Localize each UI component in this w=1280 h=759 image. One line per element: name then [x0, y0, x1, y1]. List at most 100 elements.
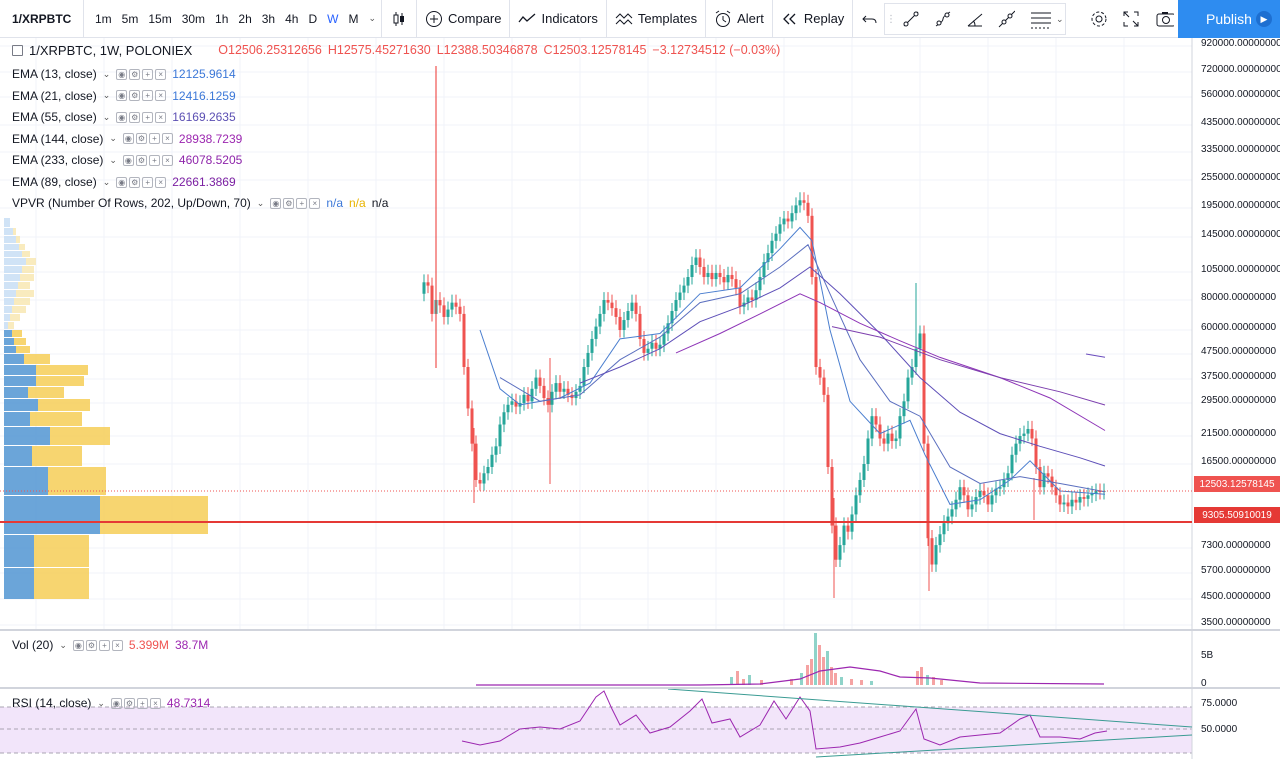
eye-icon[interactable]: ◉ [110, 697, 122, 709]
eye-icon[interactable]: ◉ [116, 68, 128, 80]
extended-line-icon[interactable] [997, 10, 1015, 28]
chevron-down-icon[interactable]: ⌄ [102, 176, 111, 187]
indicator-legend[interactable]: EMA (55, close) ⌄ ◉ ⚙ + × 16169.2635 [12, 108, 236, 126]
indicator-legend[interactable]: EMA (144, close) ⌄ ◉ ⚙ + × 28938.7239 [12, 130, 242, 148]
more-icon[interactable]: + [148, 133, 160, 145]
timeframe-30m[interactable]: 30m [181, 11, 206, 26]
timeframe-1h[interactable]: 1h [215, 11, 229, 26]
templates-button[interactable]: Templates [607, 0, 705, 38]
pane-divider[interactable] [0, 629, 1280, 631]
drag-handle-icon[interactable]: ⋮ [886, 13, 896, 25]
timeframe-15m[interactable]: 15m [148, 11, 172, 26]
gear-icon[interactable]: ⚙ [129, 176, 141, 188]
candle-body [474, 443, 478, 480]
more-icon[interactable]: + [142, 90, 154, 102]
ema-55-line [579, 266, 1106, 467]
gear-icon[interactable]: ⚙ [129, 90, 141, 102]
timeframe-D[interactable]: D [308, 11, 318, 26]
gear-icon[interactable]: ⚙ [129, 68, 141, 80]
alert-button[interactable]: Alert [706, 0, 772, 38]
chevron-down-icon[interactable]: ⌄ [109, 133, 117, 144]
eye-icon[interactable]: ◉ [116, 90, 128, 102]
publish-button[interactable]: Publish ▶ [1178, 0, 1280, 38]
timeframe-5m[interactable]: 5m [121, 11, 139, 26]
compare-button[interactable]: Compare [417, 0, 509, 38]
collapse-icon[interactable] [12, 44, 23, 56]
publish-arrow-icon[interactable]: ▶ [1256, 11, 1272, 27]
close-icon[interactable]: × [155, 111, 167, 123]
close-icon[interactable]: × [149, 697, 161, 709]
timeframe-M[interactable]: M [348, 11, 359, 26]
chevron-down-icon[interactable]: ⌄ [97, 697, 105, 708]
gear-icon[interactable]: ⚙ [135, 154, 147, 166]
price-pane[interactable]: 1/XRPBTC, 1W, POLONIEX O12506.25312656 H… [0, 38, 1280, 630]
rsi-chart[interactable] [0, 689, 1280, 759]
trend-line-icon[interactable] [901, 10, 919, 28]
price-chart[interactable] [0, 38, 1280, 630]
angle-line-icon[interactable] [965, 10, 983, 28]
chevron-down-icon[interactable]: ⌄ [102, 68, 111, 79]
timeframe-2h[interactable]: 2h [238, 11, 252, 26]
settings-button[interactable] [1082, 0, 1116, 38]
more-icon[interactable]: + [296, 197, 308, 209]
fullscreen-button[interactable] [1114, 0, 1148, 38]
eye-icon[interactable]: ◉ [122, 154, 134, 166]
close-icon[interactable]: × [309, 197, 321, 209]
chevron-down-icon[interactable]: ⌄ [1056, 13, 1064, 24]
close-icon[interactable]: × [155, 68, 167, 80]
gear-icon[interactable]: ⚙ [135, 133, 147, 145]
close-icon[interactable]: × [155, 90, 167, 102]
close-icon[interactable]: × [155, 176, 167, 188]
pane-divider[interactable] [0, 687, 1280, 689]
indicators-button[interactable]: Indicators [510, 0, 605, 38]
candle-body [850, 514, 854, 532]
more-icon[interactable]: + [98, 639, 110, 651]
eye-icon[interactable]: ◉ [122, 133, 134, 145]
candle-style-button[interactable] [382, 0, 416, 38]
more-icon[interactable]: + [148, 154, 160, 166]
ray-line-icon[interactable] [933, 10, 951, 28]
indicator-legend[interactable]: EMA (89, close) ⌄ ◉ ⚙ + × 22661.3869 [12, 173, 236, 191]
snapshot-button[interactable] [1148, 0, 1182, 38]
timeframe-W[interactable]: W [327, 11, 339, 26]
indicator-legend[interactable]: EMA (13, close) ⌄ ◉ ⚙ + × 12125.9614 [12, 65, 236, 83]
eye-icon[interactable]: ◉ [72, 639, 84, 651]
chevron-down-icon[interactable]: ⌄ [59, 639, 67, 650]
chevron-down-icon[interactable]: ⌄ [102, 111, 111, 122]
gear-icon[interactable]: ⚙ [129, 111, 141, 123]
vpvr-up-bar [4, 467, 48, 495]
rsi-legend: RSI (14, close) ⌄ ◉ ⚙ + × 48.7314 [12, 694, 210, 712]
gear-icon[interactable]: ⚙ [123, 697, 135, 709]
eye-icon[interactable]: ◉ [116, 111, 128, 123]
chevron-down-icon[interactable]: ⌄ [256, 197, 265, 208]
indicator-legend[interactable]: EMA (233, close) ⌄ ◉ ⚙ + × 46078.5205 [12, 151, 242, 169]
more-icon[interactable]: + [142, 111, 154, 123]
eye-icon[interactable]: ◉ [270, 197, 282, 209]
volume-chart[interactable] [0, 631, 1280, 687]
close-icon[interactable]: × [161, 154, 173, 166]
eye-icon[interactable]: ◉ [116, 176, 128, 188]
timeframe-1m[interactable]: 1m [95, 11, 112, 26]
more-icon[interactable]: + [136, 697, 148, 709]
indicator-legend[interactable]: EMA (21, close) ⌄ ◉ ⚙ + × 12416.1259 [12, 87, 236, 105]
timeframe-4h[interactable]: 4h [285, 11, 299, 26]
price-axis-tick: 5700.00000000 [1201, 565, 1271, 576]
undo-button[interactable] [853, 0, 887, 38]
gear-icon[interactable]: ⚙ [85, 639, 97, 651]
vpvr-up-bar [4, 365, 36, 375]
horizontal-lines-icon[interactable] [1029, 10, 1053, 29]
chevron-down-icon[interactable]: ⌄ [102, 90, 111, 101]
more-icon[interactable]: + [142, 176, 154, 188]
vpvr-legend[interactable]: VPVR (Number Of Rows, 202, Up/Down, 70) … [12, 194, 388, 212]
gear-icon[interactable]: ⚙ [283, 197, 295, 209]
volume-pane[interactable]: Vol (20) ⌄ ◉ ⚙ + × 5.399M 38.7M 5B 0 [0, 631, 1280, 689]
timeframe-dropdown-icon[interactable]: ⌄ [368, 13, 377, 23]
rsi-pane[interactable]: RSI (14, close) ⌄ ◉ ⚙ + × 48.7314 75.000… [0, 689, 1280, 759]
timeframe-3h[interactable]: 3h [261, 11, 276, 26]
replay-button[interactable]: Replay [773, 0, 852, 38]
chevron-down-icon[interactable]: ⌄ [109, 154, 117, 165]
more-icon[interactable]: + [142, 68, 154, 80]
close-icon[interactable]: × [111, 639, 123, 651]
close-icon[interactable]: × [161, 133, 173, 145]
symbol-search[interactable]: 1/XRPBTC [0, 0, 84, 38]
